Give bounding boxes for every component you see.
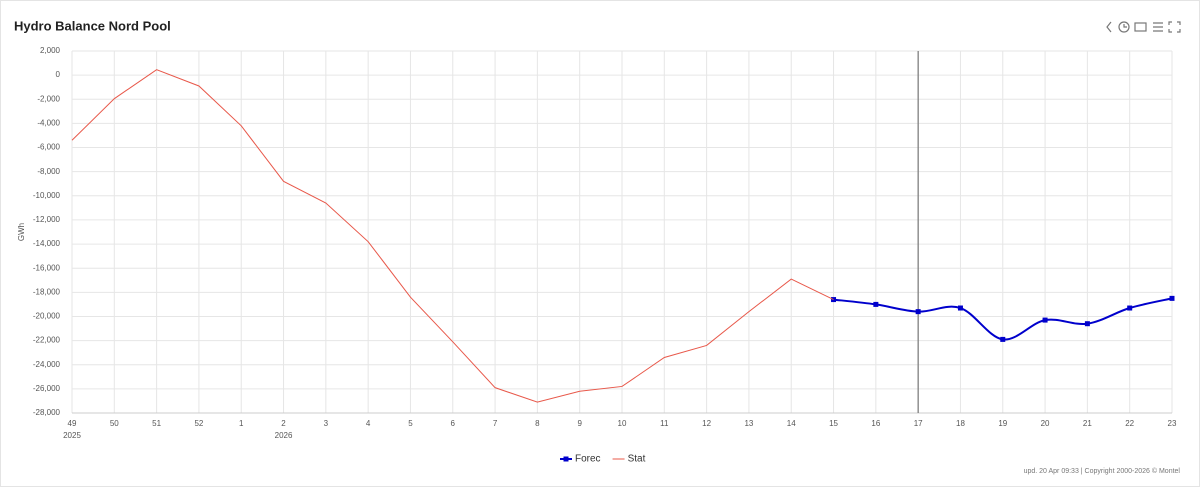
- point-marker: [957, 305, 963, 311]
- fullscreen-icon[interactable]: [1168, 21, 1181, 33]
- y-tick-label: -28,000: [33, 408, 61, 417]
- point-marker: [1127, 305, 1133, 311]
- y-tick-label: -26,000: [33, 384, 61, 393]
- point-marker: [1169, 295, 1175, 301]
- x-tick-label: 6: [451, 419, 456, 428]
- point-marker: [1042, 317, 1048, 323]
- x-tick-label: 12: [702, 419, 711, 428]
- y-tick-label: -24,000: [33, 360, 61, 369]
- x-tick-label: 8: [535, 419, 540, 428]
- x-year-label: 2026: [275, 431, 293, 440]
- y-tick-label: 0: [56, 70, 61, 79]
- x-tick-label: 20: [1041, 419, 1050, 428]
- back-icon[interactable]: [1106, 21, 1112, 33]
- y-tick-label: -20,000: [33, 312, 61, 321]
- history-icon[interactable]: [1118, 21, 1130, 33]
- y-tick-label: -12,000: [33, 215, 61, 224]
- x-tick-label: 5: [408, 419, 413, 428]
- y-tick-label: -2,000: [37, 94, 60, 103]
- x-tick-label: 21: [1083, 419, 1092, 428]
- x-tick-label: 7: [493, 419, 498, 428]
- y-tick-label: -16,000: [33, 263, 61, 272]
- x-tick-label: 51: [152, 419, 161, 428]
- y-tick-label: -10,000: [33, 191, 61, 200]
- x-tick-label: 14: [787, 419, 796, 428]
- y-tick-label: -6,000: [37, 143, 60, 152]
- y-axis-title: GWh: [17, 223, 26, 241]
- x-tick-label: 23: [1168, 419, 1177, 428]
- point-marker: [1000, 336, 1006, 342]
- series-line: [71, 69, 834, 403]
- y-tick-label: -22,000: [33, 336, 61, 345]
- y-tick-label: 2,000: [40, 46, 61, 55]
- x-tick-label: 2: [281, 419, 286, 428]
- history-hand: [1123, 24, 1127, 28]
- footer: upd. 20 Apr 09:33 | Copyright 2000-2026 …: [1024, 467, 1181, 475]
- legend-label: Forec: [575, 454, 601, 465]
- toolbar[interactable]: [1106, 21, 1181, 33]
- x-tick-label: 4: [366, 419, 371, 428]
- table-icon[interactable]: [1134, 22, 1147, 32]
- chart-title: Hydro Balance Nord Pool: [14, 18, 171, 33]
- x-tick-label: 19: [998, 419, 1007, 428]
- x-tick-label: 11: [660, 419, 669, 428]
- x-tick-label: 52: [194, 419, 203, 428]
- x-tick-label: 22: [1125, 419, 1134, 428]
- legend-marker: [563, 456, 569, 462]
- y-tick-label: -8,000: [37, 167, 60, 176]
- x-tick-label: 9: [577, 419, 582, 428]
- x-tick-label: 1: [239, 419, 244, 428]
- point-marker: [915, 309, 921, 315]
- y-tick-label: -4,000: [37, 119, 60, 128]
- point-marker: [1084, 321, 1090, 327]
- x-tick-label: 3: [324, 419, 329, 428]
- x-tick-label: 16: [871, 419, 880, 428]
- menu-icon[interactable]: [1153, 22, 1163, 32]
- point-marker: [873, 301, 879, 307]
- x-tick-label: 10: [618, 419, 627, 428]
- x-tick-label: 17: [914, 419, 923, 428]
- x-tick-label: 49: [68, 419, 77, 428]
- y-tick-label: -18,000: [33, 287, 61, 296]
- x-tick-label: 13: [744, 419, 753, 428]
- x-tick-label: 18: [956, 419, 965, 428]
- y-tick-label: -14,000: [33, 239, 61, 248]
- x-tick-label: 50: [110, 419, 119, 428]
- legend-label: Stat: [628, 454, 646, 465]
- x-year-label: 2025: [63, 431, 81, 440]
- x-tick-label: 15: [829, 419, 838, 428]
